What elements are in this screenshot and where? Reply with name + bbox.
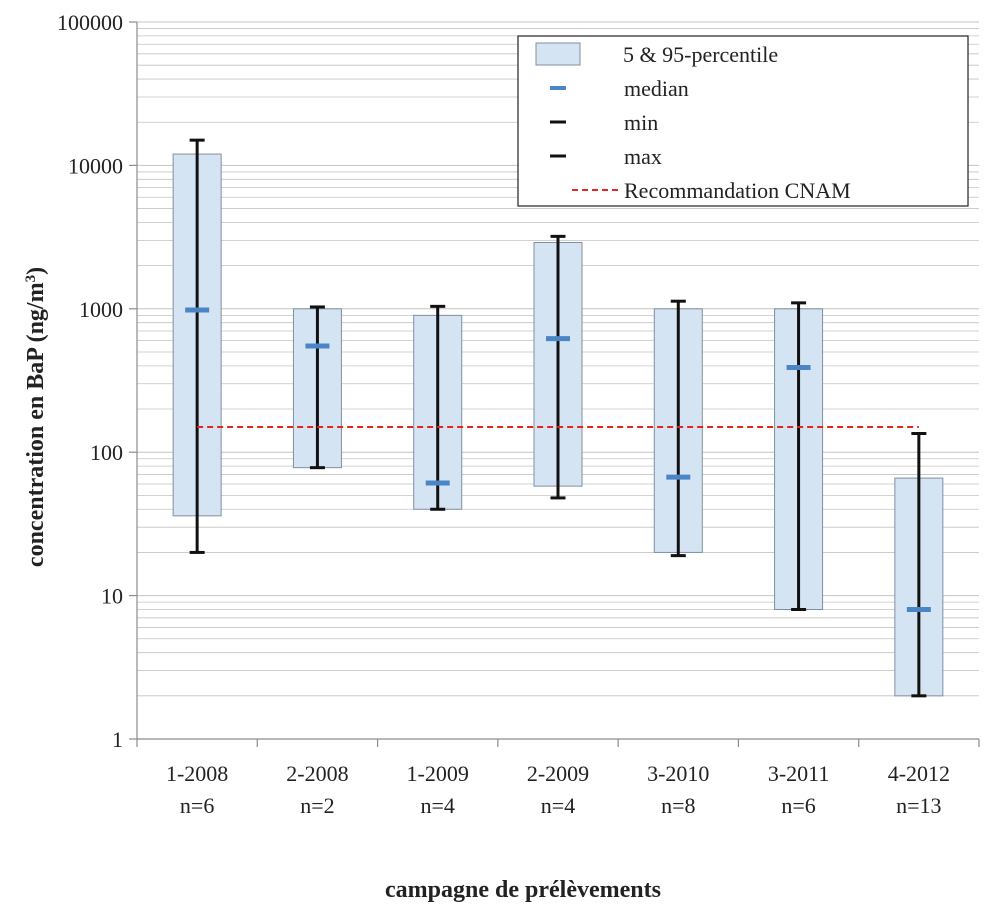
y-tick-label: 100000 bbox=[57, 10, 123, 35]
x-category-label: 1-2009 bbox=[407, 761, 469, 786]
x-category-count: n=4 bbox=[421, 793, 455, 818]
y-tick-label: 100 bbox=[90, 440, 123, 465]
legend: 5 & 95-percentile median min max Recommandat… bbox=[517, 35, 969, 207]
legend-label: min bbox=[624, 110, 658, 135]
legend-label: median bbox=[624, 76, 689, 101]
x-category-count: n=8 bbox=[661, 793, 695, 818]
y-tick-label: 10 bbox=[101, 584, 123, 609]
x-category-label: 1-2008 bbox=[166, 761, 228, 786]
legend-swatch-box bbox=[535, 42, 581, 66]
x-category-count: n=6 bbox=[180, 793, 214, 818]
y-tick-label: 1000 bbox=[79, 297, 123, 322]
x-category-label: 2-2009 bbox=[527, 761, 589, 786]
x-category-label: 4-2012 bbox=[888, 761, 950, 786]
y-tick-label: 10000 bbox=[68, 153, 123, 178]
legend-label: 5 & 95-percentile bbox=[623, 42, 778, 67]
x-category-label: 2-2008 bbox=[286, 761, 348, 786]
x-category-count: n=2 bbox=[300, 793, 334, 818]
y-axis-title: concentration en BaP (ng/m3) bbox=[23, 267, 49, 567]
axis-layer: 1 10 100 1000 10000 100000 1-2008 n=6 2-2008 n=2 1… bbox=[57, 10, 980, 818]
legend-box bbox=[517, 35, 969, 207]
x-axis-title: campagne de prélèvements bbox=[385, 877, 661, 903]
x-category-count: n=4 bbox=[541, 793, 575, 818]
y-tick-label: 1 bbox=[112, 727, 123, 752]
x-category-label: 3-2010 bbox=[647, 761, 709, 786]
legend-label: max bbox=[624, 144, 662, 169]
legend-label: Recommandation CNAM bbox=[624, 178, 851, 203]
x-category-label: 3-2011 bbox=[768, 761, 830, 786]
x-category-count: n=13 bbox=[896, 793, 941, 818]
whisker-layer bbox=[185, 138, 931, 698]
x-category-count: n=6 bbox=[781, 793, 815, 818]
